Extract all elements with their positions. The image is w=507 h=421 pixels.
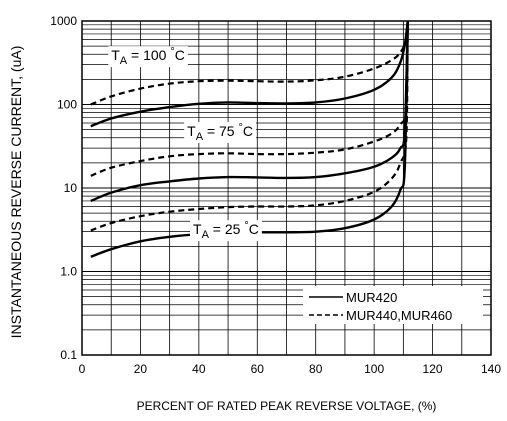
plot-frame bbox=[81, 20, 492, 356]
tick-labels: 0 20 40 60 80 100 120 140 0.1 1.0 10 100 1000 bbox=[50, 14, 501, 376]
temperature-annotation: TA = 100 °C bbox=[111, 46, 185, 67]
series-layer bbox=[90, 20, 409, 258]
grid bbox=[82, 21, 491, 355]
temperature-annotation: TA = 25 °C bbox=[193, 220, 259, 241]
legend-label: MUR440,MUR460 bbox=[346, 308, 452, 323]
y-tick-label: 100 bbox=[57, 98, 77, 112]
y-tick-label: 1.0 bbox=[60, 265, 77, 279]
y-axis-label: INSTANTANEOUS REVERSE CURRENT, (uA) bbox=[8, 46, 24, 339]
legend-label: MUR420 bbox=[346, 290, 397, 305]
legend-box bbox=[303, 286, 483, 324]
x-tick-label: 120 bbox=[423, 362, 443, 376]
series-line-dashed bbox=[90, 20, 409, 106]
series-line-solid bbox=[90, 20, 409, 258]
x-tick-label: 80 bbox=[309, 362, 323, 376]
x-tick-label: 20 bbox=[134, 362, 148, 376]
x-tick-label: 140 bbox=[481, 362, 501, 376]
x-tick-label: 0 bbox=[79, 362, 86, 376]
series-line-solid bbox=[90, 20, 409, 128]
annotation-background bbox=[108, 46, 188, 68]
annotation-background bbox=[184, 121, 257, 143]
y-tick-label: 10 bbox=[64, 181, 78, 195]
y-tick-label: 1000 bbox=[50, 14, 77, 28]
series-line-dashed bbox=[90, 20, 409, 177]
x-tick-label: 60 bbox=[251, 362, 265, 376]
y-tick-label: 0.1 bbox=[60, 348, 77, 362]
temperature-annotation: TA = 75 °C bbox=[187, 122, 253, 143]
legend: MUR420 MUR440,MUR460 bbox=[303, 286, 483, 324]
series-line-dashed bbox=[90, 20, 409, 232]
annotations: TA = 100 °C TA = 75 °C TA = 25 °C bbox=[108, 46, 262, 242]
series-line-solid bbox=[90, 20, 409, 203]
x-tick-label: 100 bbox=[364, 362, 384, 376]
x-axis-label: PERCENT OF RATED PEAK REVERSE VOLTAGE, (… bbox=[137, 399, 437, 413]
annotation-background bbox=[190, 220, 262, 242]
x-tick-label: 40 bbox=[192, 362, 206, 376]
